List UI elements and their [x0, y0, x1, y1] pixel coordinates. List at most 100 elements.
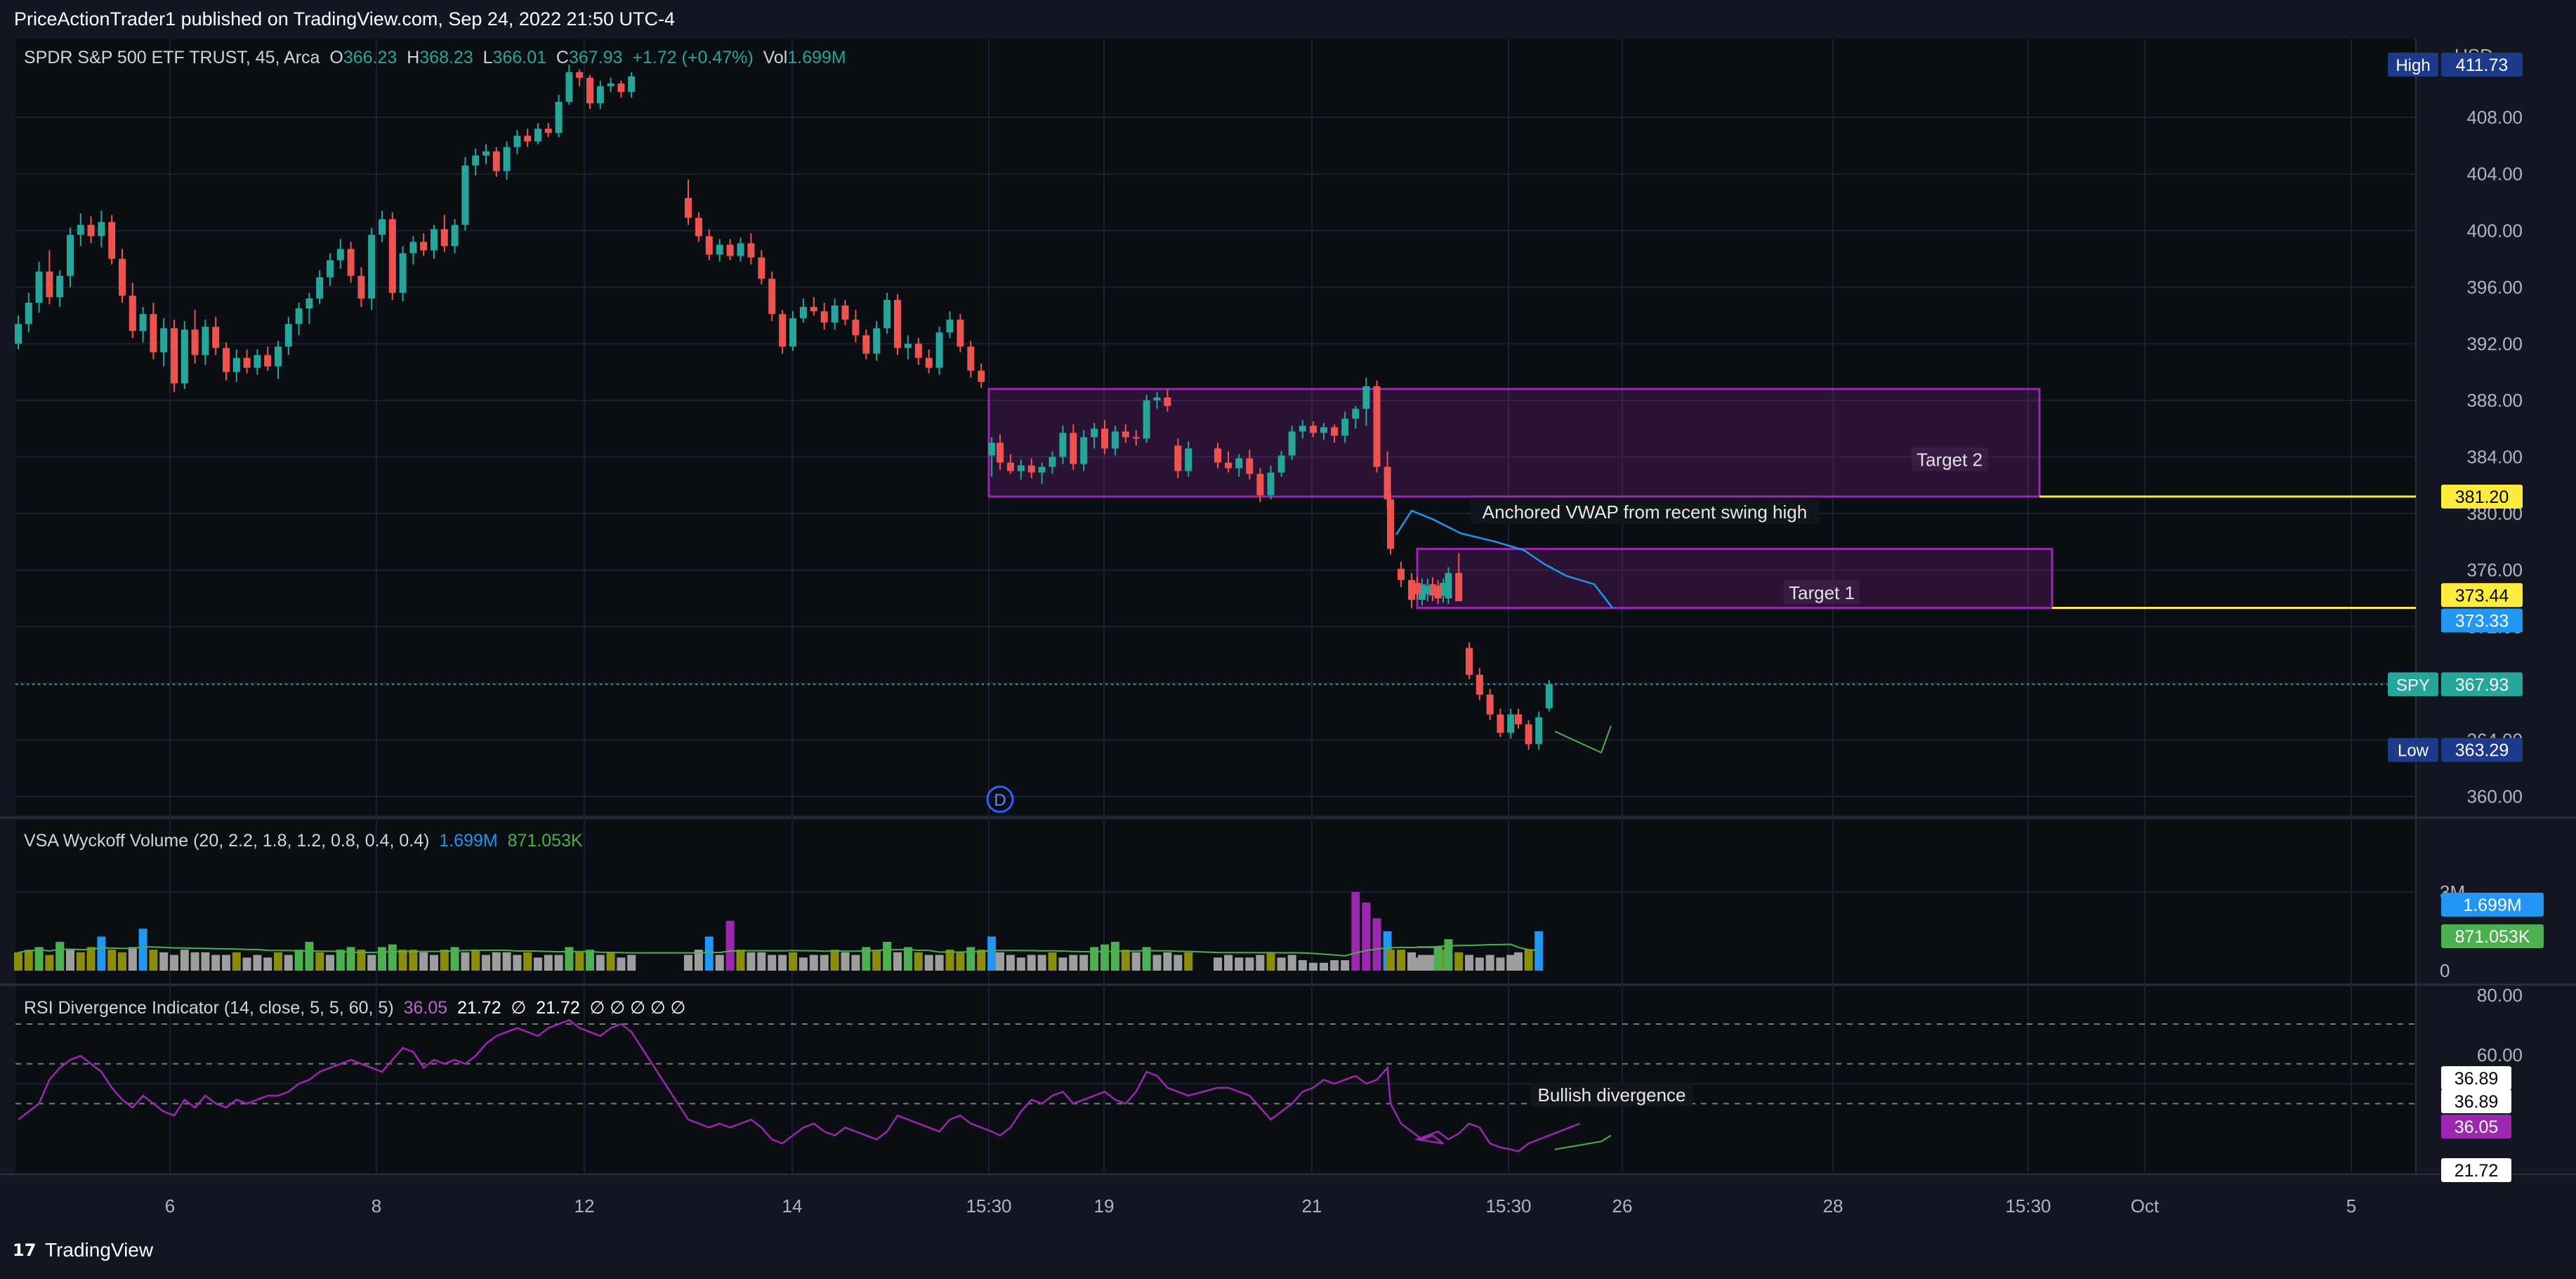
price-divergence-line	[1554, 725, 1612, 754]
divergence-annotation-bg	[1531, 1082, 1693, 1106]
volume-bar	[1277, 957, 1286, 971]
candle	[357, 275, 365, 299]
volume-bar	[1048, 952, 1057, 971]
rsi-tag	[2441, 1089, 2511, 1113]
volume-bar	[1433, 947, 1443, 971]
candle	[1309, 426, 1317, 433]
volume-bar	[1372, 918, 1381, 971]
candle	[586, 77, 593, 103]
candle	[862, 335, 870, 354]
volume-bar	[45, 955, 54, 971]
high-value: 368.23	[419, 48, 473, 67]
candle	[35, 271, 43, 303]
volume-tag-value: 871.053K	[2455, 927, 2530, 947]
candle	[150, 314, 157, 353]
volume-bar	[513, 955, 522, 971]
volume-bar	[97, 936, 106, 971]
candle	[254, 355, 261, 368]
x-tick-label: 28	[1823, 1195, 1844, 1216]
x-tick-label: 26	[1612, 1195, 1633, 1216]
target-label-bg	[1784, 579, 1860, 604]
candle	[607, 83, 615, 86]
volume-bar	[747, 952, 756, 971]
volume-bar	[450, 947, 459, 971]
volume-tag-value: 1.699M	[2463, 896, 2521, 915]
volume-bar	[1069, 955, 1078, 971]
low-value: 366.01	[492, 48, 547, 67]
candle	[461, 165, 469, 225]
candle	[1434, 585, 1442, 598]
volume-bar	[378, 947, 386, 971]
candle	[503, 147, 511, 171]
candle	[1466, 648, 1473, 675]
volume-bar	[502, 952, 511, 971]
x-tick-label: 19	[1094, 1195, 1115, 1216]
candle	[617, 83, 625, 92]
y-tick-label: 408.00	[2466, 107, 2523, 128]
candle	[1408, 579, 1415, 601]
volume-bar	[461, 952, 470, 971]
divergence-annotation: Bullish divergence	[1537, 1084, 1685, 1106]
candle	[894, 299, 901, 348]
candle	[347, 249, 355, 276]
rsi-tag	[2441, 1066, 2511, 1090]
volume-bar	[627, 955, 636, 971]
candle	[77, 225, 84, 235]
candle	[212, 327, 220, 348]
volume-bar	[596, 955, 605, 971]
candle	[1429, 584, 1436, 596]
x-tick-label: 6	[165, 1195, 175, 1216]
rsi-tag	[2441, 1115, 2511, 1139]
y-tick-label: 388.00	[2466, 390, 2523, 411]
volume-bar	[1465, 955, 1473, 971]
candle	[1352, 409, 1360, 419]
volume-bar	[1485, 955, 1494, 971]
vol-value: 1.699M	[787, 48, 846, 67]
candle	[705, 236, 713, 255]
volume-bar	[55, 941, 65, 971]
volume-bar	[1174, 955, 1183, 971]
y-tick-label: 404.00	[2466, 164, 2523, 185]
volume-bar	[1256, 955, 1265, 971]
rsi-tick-label: 60.00	[2477, 1044, 2523, 1065]
candle	[1235, 458, 1243, 468]
volume-bar	[357, 950, 366, 971]
price-tag	[2441, 53, 2523, 77]
y-tick-label: 400.00	[2466, 220, 2523, 241]
tradingview-logo-icon[interactable]: 𝟭𝟳	[13, 1241, 37, 1260]
volume-bar	[1090, 947, 1099, 971]
volume-bar	[201, 952, 210, 971]
price-tag-value: 373.44	[2455, 586, 2509, 605]
candle	[914, 343, 922, 358]
volume-bar	[757, 952, 766, 971]
candle	[596, 86, 604, 103]
rsi-pane	[15, 986, 2416, 1173]
candle	[883, 299, 891, 329]
volume-bar	[1152, 955, 1162, 971]
volume-bar	[326, 955, 334, 971]
volume-bar	[149, 950, 158, 971]
price-tag	[2441, 672, 2523, 697]
volume-bar	[1362, 902, 1371, 971]
volume-bar	[883, 941, 892, 971]
volume-bar	[830, 950, 839, 971]
price-tag-label: High	[2396, 56, 2430, 75]
footer-brand[interactable]: TradingView	[45, 1239, 154, 1261]
rsi-tag-value: 36.05	[2455, 1117, 2499, 1137]
price-tag	[2441, 583, 2523, 608]
volume-bar	[440, 950, 449, 971]
volume-bar	[1444, 939, 1453, 971]
candle	[431, 229, 438, 251]
candle	[1398, 568, 1405, 580]
volume-bar	[956, 952, 965, 971]
price-tag	[2441, 484, 2523, 509]
candle	[1225, 462, 1233, 468]
candle	[534, 129, 541, 142]
volume-bar	[242, 957, 251, 971]
candle	[799, 307, 807, 319]
candle	[988, 442, 996, 456]
candle	[1535, 717, 1543, 745]
candle	[327, 260, 334, 277]
candle	[160, 328, 168, 353]
